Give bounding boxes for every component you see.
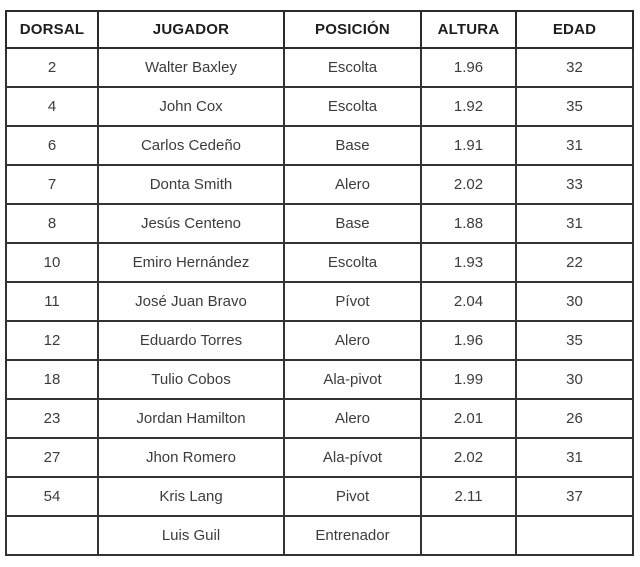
cell-posicion: Base xyxy=(283,203,422,244)
cell-posicion: Alero xyxy=(283,164,422,205)
table-header: DORSAL JUGADOR POSICIÓN ALTURA EDAD xyxy=(5,10,634,49)
cell-edad: 26 xyxy=(515,398,634,439)
cell-dorsal: 4 xyxy=(5,86,99,127)
table-row: 4 John Cox Escolta 1.92 35 xyxy=(5,86,634,127)
cell-edad: 33 xyxy=(515,164,634,205)
table-row: Luis Guil Entrenador xyxy=(5,515,634,556)
cell-altura: 2.02 xyxy=(420,437,517,478)
cell-altura: 1.92 xyxy=(420,86,517,127)
cell-jugador: Jesús Centeno xyxy=(97,203,285,244)
cell-jugador: Jhon Romero xyxy=(97,437,285,478)
cell-posicion: Ala-pívot xyxy=(283,437,422,478)
table-row: 54 Kris Lang Pivot 2.11 37 xyxy=(5,476,634,517)
cell-jugador: Jordan Hamilton xyxy=(97,398,285,439)
cell-jugador: Eduardo Torres xyxy=(97,320,285,361)
cell-altura: 1.96 xyxy=(420,47,517,88)
cell-posicion: Pivot xyxy=(283,476,422,517)
header-row: DORSAL JUGADOR POSICIÓN ALTURA EDAD xyxy=(5,10,634,49)
cell-jugador: John Cox xyxy=(97,86,285,127)
table-row: 2 Walter Baxley Escolta 1.96 32 xyxy=(5,47,634,88)
cell-dorsal: 54 xyxy=(5,476,99,517)
cell-altura xyxy=(420,515,517,556)
cell-posicion: Base xyxy=(283,125,422,166)
table-row: 7 Donta Smith Alero 2.02 33 xyxy=(5,164,634,205)
table-row: 8 Jesús Centeno Base 1.88 31 xyxy=(5,203,634,244)
cell-edad: 22 xyxy=(515,242,634,283)
cell-jugador: Luis Guil xyxy=(97,515,285,556)
cell-posicion: Escolta xyxy=(283,47,422,88)
header-cell-edad: EDAD xyxy=(515,10,634,49)
table-row: 12 Eduardo Torres Alero 1.96 35 xyxy=(5,320,634,361)
cell-jugador: Kris Lang xyxy=(97,476,285,517)
cell-posicion: Alero xyxy=(283,398,422,439)
cell-posicion: Ala-pivot xyxy=(283,359,422,400)
header-cell-posicion: POSICIÓN xyxy=(283,10,422,49)
header-cell-altura: ALTURA xyxy=(420,10,517,49)
player-roster-table: DORSAL JUGADOR POSICIÓN ALTURA EDAD 2 Walter … xyxy=(5,10,634,556)
cell-dorsal: 2 xyxy=(5,47,99,88)
cell-dorsal: 11 xyxy=(5,281,99,322)
cell-dorsal: 7 xyxy=(5,164,99,205)
cell-altura: 1.96 xyxy=(420,320,517,361)
cell-edad: 30 xyxy=(515,359,634,400)
header-cell-jugador: JUGADOR xyxy=(97,10,285,49)
cell-edad: 37 xyxy=(515,476,634,517)
cell-altura: 1.88 xyxy=(420,203,517,244)
cell-edad: 31 xyxy=(515,125,634,166)
cell-dorsal: 8 xyxy=(5,203,99,244)
cell-jugador: Carlos Cedeño xyxy=(97,125,285,166)
cell-edad: 35 xyxy=(515,320,634,361)
cell-jugador: José Juan Bravo xyxy=(97,281,285,322)
cell-jugador: Emiro Hernández xyxy=(97,242,285,283)
cell-dorsal: 23 xyxy=(5,398,99,439)
cell-dorsal: 6 xyxy=(5,125,99,166)
cell-altura: 1.93 xyxy=(420,242,517,283)
cell-altura: 2.04 xyxy=(420,281,517,322)
cell-posicion: Entrenador xyxy=(283,515,422,556)
cell-edad: 32 xyxy=(515,47,634,88)
cell-dorsal: 18 xyxy=(5,359,99,400)
cell-dorsal xyxy=(5,515,99,556)
table-row: 10 Emiro Hernández Escolta 1.93 22 xyxy=(5,242,634,283)
cell-edad: 31 xyxy=(515,203,634,244)
table-row: 6 Carlos Cedeño Base 1.91 31 xyxy=(5,125,634,166)
cell-posicion: Escolta xyxy=(283,242,422,283)
table-row: 27 Jhon Romero Ala-pívot 2.02 31 xyxy=(5,437,634,478)
cell-altura: 1.99 xyxy=(420,359,517,400)
cell-altura: 2.02 xyxy=(420,164,517,205)
table-row: 11 José Juan Bravo Pívot 2.04 30 xyxy=(5,281,634,322)
table-body: 2 Walter Baxley Escolta 1.96 32 4 John Cox Esco… xyxy=(5,47,634,556)
cell-edad: 31 xyxy=(515,437,634,478)
cell-edad: 30 xyxy=(515,281,634,322)
cell-jugador: Tulio Cobos xyxy=(97,359,285,400)
cell-jugador: Donta Smith xyxy=(97,164,285,205)
header-cell-dorsal: DORSAL xyxy=(5,10,99,49)
cell-altura: 2.11 xyxy=(420,476,517,517)
cell-edad: 35 xyxy=(515,86,634,127)
cell-posicion: Alero xyxy=(283,320,422,361)
cell-posicion: Escolta xyxy=(283,86,422,127)
cell-altura: 2.01 xyxy=(420,398,517,439)
cell-altura: 1.91 xyxy=(420,125,517,166)
cell-edad xyxy=(515,515,634,556)
cell-posicion: Pívot xyxy=(283,281,422,322)
cell-jugador: Walter Baxley xyxy=(97,47,285,88)
table-row: 18 Tulio Cobos Ala-pivot 1.99 30 xyxy=(5,359,634,400)
table-row: 23 Jordan Hamilton Alero 2.01 26 xyxy=(5,398,634,439)
cell-dorsal: 12 xyxy=(5,320,99,361)
cell-dorsal: 10 xyxy=(5,242,99,283)
cell-dorsal: 27 xyxy=(5,437,99,478)
